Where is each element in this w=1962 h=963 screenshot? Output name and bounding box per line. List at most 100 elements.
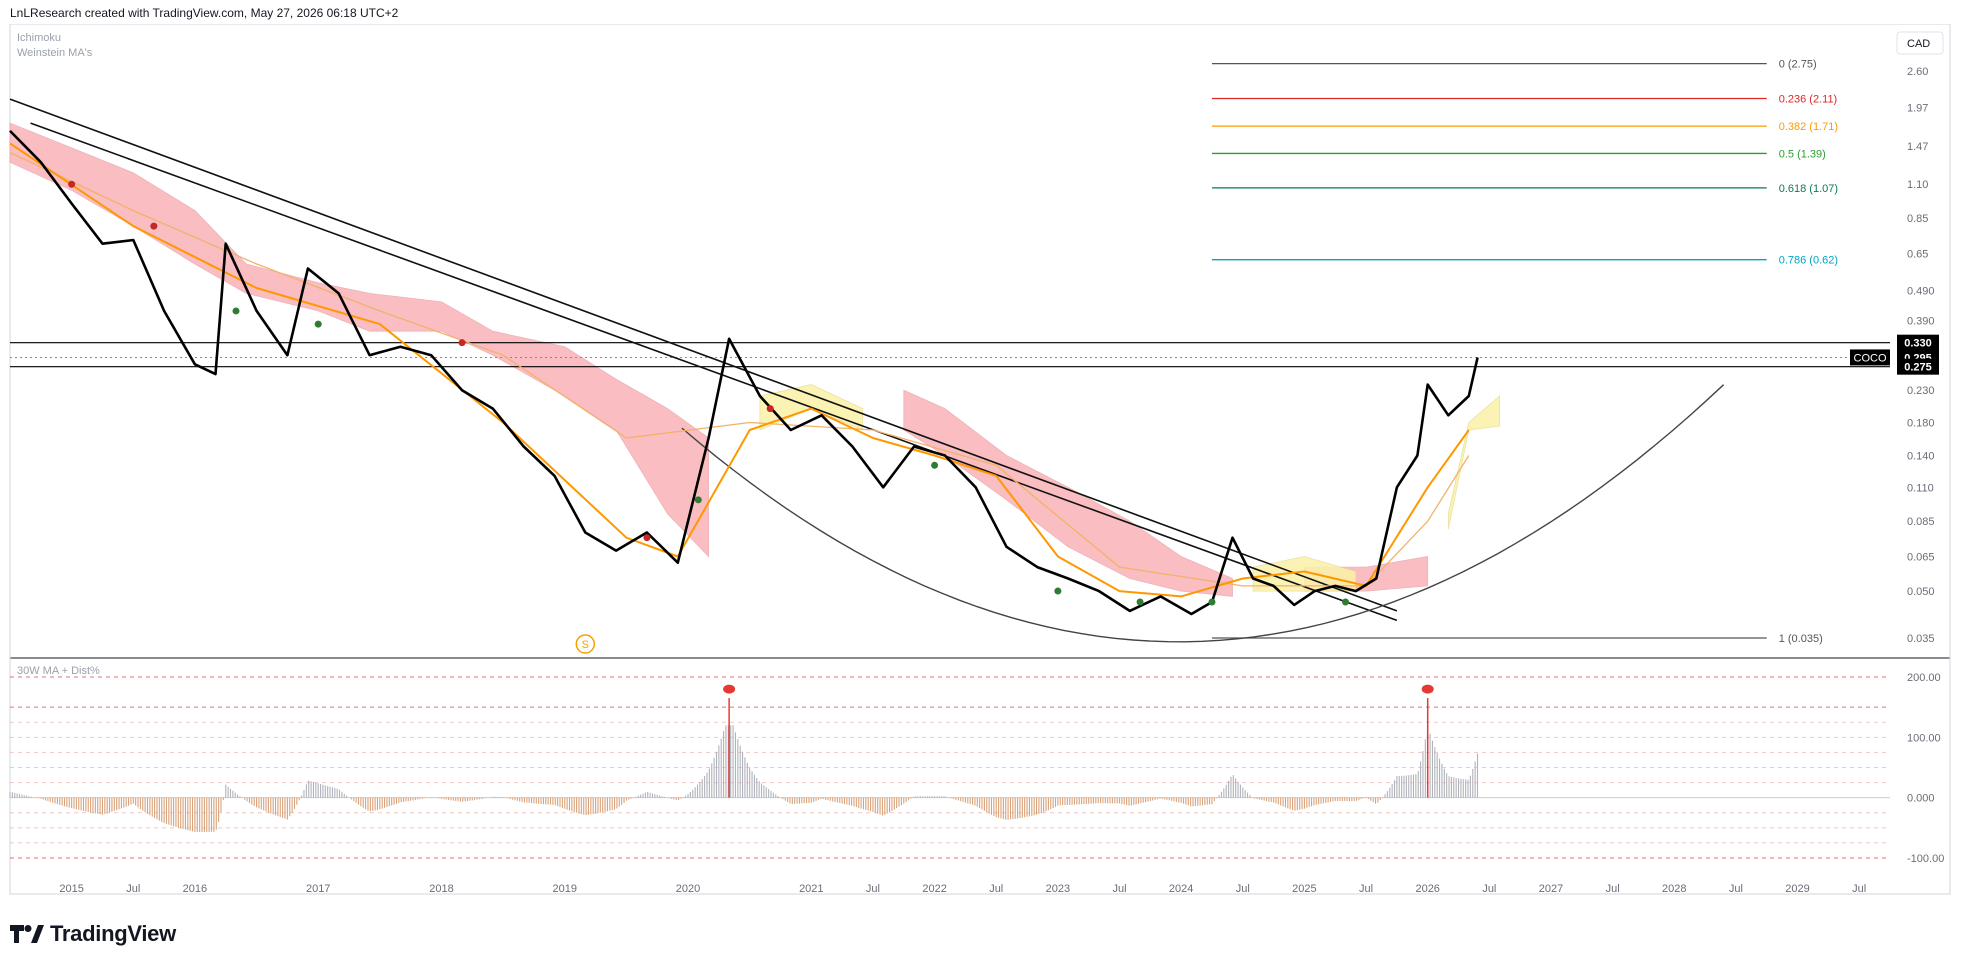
chart-svg[interactable]: 0 (2.75) 0.236 (2.11) 0.382 (1.71) 0.5 (1.3… xyxy=(0,23,1962,904)
fib-label: 0.382 (1.71) xyxy=(1779,121,1838,133)
price-tick: 0.490 xyxy=(1907,286,1935,298)
time-tick: 2020 xyxy=(676,883,700,895)
signal-dot xyxy=(1136,598,1144,606)
time-tick: 2025 xyxy=(1292,883,1316,895)
trendline-lower xyxy=(30,122,1398,622)
currency-box xyxy=(1896,31,1944,55)
chart-border xyxy=(9,23,1951,895)
time-tick: 2016 xyxy=(183,883,207,895)
time-tick: 2018 xyxy=(429,883,453,895)
price-axis[interactable]: CAD 2.60 1.97 1.47 1.10 0.85 0.65 0.490 0.390 0.2… xyxy=(1850,31,1944,865)
trendlines xyxy=(9,98,1890,643)
time-tick: 2017 xyxy=(306,883,330,895)
tradingview-brand: TradingView xyxy=(50,921,176,946)
signal-dot xyxy=(931,461,939,469)
price-tick: 0.035 xyxy=(1907,633,1935,645)
time-tick: 2024 xyxy=(1169,883,1193,895)
signal-dot xyxy=(458,339,466,347)
time-tick: Jul xyxy=(126,883,140,895)
time-tick: 2028 xyxy=(1662,883,1686,895)
lower-pane-title: 30W MA + Dist% xyxy=(17,665,100,677)
price-tick: 1.97 xyxy=(1907,103,1928,115)
ichimoku-cloud xyxy=(9,122,1500,597)
cloud-bearish xyxy=(903,389,1233,597)
time-tick: Jul xyxy=(866,883,880,895)
time-tick: Jul xyxy=(1236,883,1250,895)
price-tick: 0.180 xyxy=(1907,417,1935,429)
series-ma-slow xyxy=(9,151,1470,587)
trendline-upper xyxy=(9,98,1398,612)
tradingview-logo-icon xyxy=(10,925,44,943)
dist-tick: 200.00 xyxy=(1907,672,1941,684)
price-tick: 0.65 xyxy=(1907,248,1928,260)
fib-label: 1 (0.035) xyxy=(1779,633,1823,645)
level-tag xyxy=(1897,334,1939,351)
symbol-tag xyxy=(1850,349,1890,366)
tradingview-logo[interactable]: TradingView xyxy=(10,920,176,948)
chart-attribution: LnLResearch created with TradingView.com… xyxy=(10,6,399,20)
price-tick: 0.230 xyxy=(1907,385,1935,397)
chart-frame[interactable]: 0 (2.75) 0.236 (2.11) 0.382 (1.71) 0.5 (1.3… xyxy=(0,23,1962,904)
signal-dot xyxy=(68,180,76,188)
fib-label: 0 (2.75) xyxy=(1779,59,1817,71)
indicator-legend: Ichimoku Weinstein MA's xyxy=(17,32,93,59)
price-tick: 0.065 xyxy=(1907,552,1935,564)
cloud-bearish xyxy=(9,122,709,558)
cloud-bullish xyxy=(1447,395,1500,530)
fib-levels: 0 (2.75) 0.236 (2.11) 0.382 (1.71) 0.5 (1.3… xyxy=(1211,59,1838,645)
price-tick: 2.60 xyxy=(1907,66,1928,78)
time-tick: 2019 xyxy=(553,883,577,895)
price-tick: 0.085 xyxy=(1907,516,1935,528)
time-tick: 2023 xyxy=(1046,883,1070,895)
time-tick: 2015 xyxy=(59,883,83,895)
time-tick: Jul xyxy=(1606,883,1620,895)
time-tick: Jul xyxy=(1359,883,1373,895)
signal-dot xyxy=(766,405,774,413)
indicator-label: Ichimoku xyxy=(17,32,61,44)
signal-dot xyxy=(232,307,240,315)
time-tick: 2021 xyxy=(799,883,823,895)
price-tick: 0.85 xyxy=(1907,213,1928,225)
level-tag xyxy=(1897,358,1939,375)
time-tick: 2022 xyxy=(922,883,946,895)
time-axis[interactable]: 2015 Jul 2016 2017 2018 2019 2020 2021 Jul 2022 Ju… xyxy=(59,883,1866,895)
dist-spike-marker xyxy=(1421,684,1434,694)
series-ma-fast xyxy=(9,142,1470,598)
signal-dot xyxy=(643,534,651,542)
signal-dot xyxy=(1054,587,1062,595)
price-tick: 1.10 xyxy=(1907,179,1928,191)
fib-label: 0.618 (1.07) xyxy=(1779,183,1838,195)
currency-label: CAD xyxy=(1907,38,1930,50)
signal-dot xyxy=(150,222,158,230)
indicator-label: Weinstein MA's xyxy=(17,47,93,59)
cup-arc xyxy=(681,384,1725,643)
session-marker-label: S xyxy=(582,639,589,651)
dist-tick: 0.000 xyxy=(1907,793,1935,805)
level-tag-label: 0.275 xyxy=(1904,362,1932,374)
time-tick: Jul xyxy=(1112,883,1126,895)
dist-tick: 100.00 xyxy=(1907,732,1941,744)
time-tick: 2027 xyxy=(1539,883,1563,895)
price-tick: 1.47 xyxy=(1907,141,1928,153)
signal-dot xyxy=(1342,598,1350,606)
series-coco xyxy=(9,129,1479,616)
price-tick: 0.110 xyxy=(1907,482,1934,494)
time-tick: Jul xyxy=(1852,883,1866,895)
time-tick: Jul xyxy=(989,883,1003,895)
fib-label: 0.786 (0.62) xyxy=(1779,255,1838,267)
lower-pane[interactable]: 30W MA + Dist% xyxy=(9,665,1890,859)
price-series: S xyxy=(9,129,1479,654)
level-tag-label: 0.330 xyxy=(1904,338,1932,350)
price-tick: 0.390 xyxy=(1907,316,1935,328)
time-tick: 2029 xyxy=(1785,883,1809,895)
fib-label: 0.236 (2.11) xyxy=(1779,93,1838,105)
dist-tick: -100.00 xyxy=(1907,853,1944,865)
main-pane[interactable] xyxy=(9,23,1951,895)
time-tick: Jul xyxy=(1482,883,1496,895)
signal-dot xyxy=(314,320,322,328)
symbol-tag-label: COCO xyxy=(1854,352,1887,364)
time-tick: Jul xyxy=(1729,883,1743,895)
signal-dot xyxy=(694,496,702,504)
price-tick: 0.050 xyxy=(1907,586,1935,598)
session-marker xyxy=(575,634,596,654)
